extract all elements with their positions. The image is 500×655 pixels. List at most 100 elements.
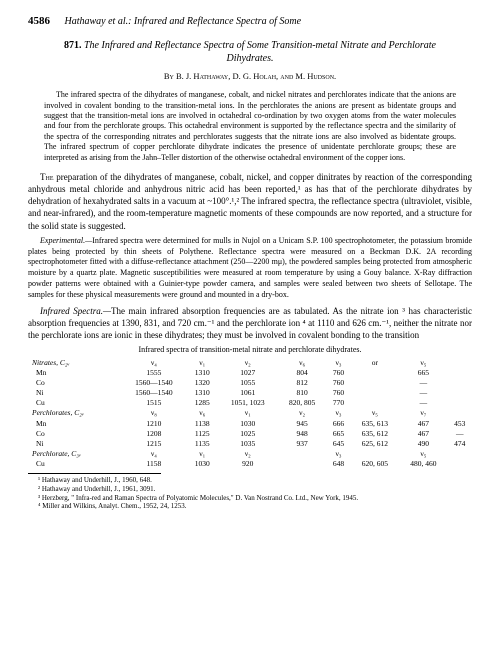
value-cell: 1320 bbox=[187, 378, 217, 388]
authors-line: By B. J. Hathaway, D. G. Holah, and M. H… bbox=[28, 71, 472, 82]
value-cell: 1025 bbox=[218, 429, 278, 439]
value-cell: 467 bbox=[399, 429, 447, 439]
footnote-2: ² Hathaway and Underhill, J., 1961, 3091… bbox=[28, 485, 472, 494]
footnote-4: ⁴ Miller and Wilkins, Analyt. Chem., 195… bbox=[28, 502, 472, 511]
value-cell: 1285 bbox=[187, 398, 217, 408]
value-cell: 1208 bbox=[121, 429, 187, 439]
table-row: Mn155513101027804760665 bbox=[28, 368, 472, 378]
value-cell: 1560—1540 bbox=[121, 378, 187, 388]
hdr: ν₆ bbox=[278, 358, 326, 368]
nitrates-label: Nitrates, C₂ᵥ bbox=[28, 358, 121, 368]
value-cell: 474 bbox=[448, 439, 472, 449]
hdr: ν₃ bbox=[326, 408, 350, 418]
element-cell: Mn bbox=[28, 368, 121, 378]
perchlorate-c3v-header-row: Perchlorate, C₃ᵥ ν₄ ν₁ ν₂ ν₃ ν₅ bbox=[28, 449, 472, 459]
value-cell: 625, 612 bbox=[351, 439, 399, 449]
perchlorate-c3v-label: Perchlorate, C₃ᵥ bbox=[28, 449, 121, 459]
value-cell: 1310 bbox=[187, 368, 217, 378]
element-cell: Ni bbox=[28, 439, 121, 449]
value-cell: 648 bbox=[326, 459, 350, 469]
value-cell bbox=[351, 368, 399, 378]
spectra-table: Nitrates, C₂ᵥ ν₄ ν₁ ν₂ ν₆ ν₃ or ν₅ Mn155… bbox=[28, 358, 472, 469]
value-cell: 1138 bbox=[187, 419, 217, 429]
value-cell: 920 bbox=[218, 459, 278, 469]
value-cell: 937 bbox=[278, 439, 326, 449]
value-cell: 1030 bbox=[187, 459, 217, 469]
body-p1-display: preparation of the dihydrates of mangane… bbox=[28, 172, 472, 231]
article-number: 871. bbox=[64, 40, 82, 51]
value-cell: 1061 bbox=[218, 388, 278, 398]
value-cell: 1515 bbox=[121, 398, 187, 408]
abstract-text: The infrared spectra of the dihydrates o… bbox=[44, 90, 456, 163]
hdr: ν₇ bbox=[399, 408, 447, 418]
value-cell bbox=[351, 388, 399, 398]
value-cell: — bbox=[399, 378, 447, 388]
value-cell: 1125 bbox=[187, 429, 217, 439]
value-cell: 645 bbox=[326, 439, 350, 449]
value-cell: 1210 bbox=[121, 419, 187, 429]
element-cell: Cu bbox=[28, 398, 121, 408]
hdr: ν₃ bbox=[326, 449, 350, 459]
hdr: ν₅ bbox=[351, 408, 399, 418]
value-cell: — bbox=[448, 429, 472, 439]
hdr: ν₄ bbox=[121, 449, 187, 459]
body-p1-text: The bbox=[40, 172, 54, 182]
body-p2-text: Infrared spectra were determined for mul… bbox=[28, 236, 472, 299]
table-row: Mn121011381030945666635, 613467453 bbox=[28, 419, 472, 429]
value-cell: 948 bbox=[278, 429, 326, 439]
value-cell: 1055 bbox=[218, 378, 278, 388]
value-cell: — bbox=[399, 398, 447, 408]
body-paragraph-1: The The preparation of the dihydrates of… bbox=[28, 171, 472, 232]
perchlorates-c2v-body: Mn121011381030945666635, 613467453Co1208… bbox=[28, 419, 472, 449]
article-title-block: 871. The Infrared and Reflectance Spectr… bbox=[48, 39, 452, 65]
article-title: The Infrared and Reflectance Spectra of … bbox=[84, 40, 436, 64]
value-cell: 1215 bbox=[121, 439, 187, 449]
value-cell: 770 bbox=[326, 398, 350, 408]
element-cell: Ni bbox=[28, 388, 121, 398]
table-row: Ni1560—154013101061810760— bbox=[28, 388, 472, 398]
value-cell: 480, 460 bbox=[399, 459, 447, 469]
value-cell: 665 bbox=[399, 368, 447, 378]
table-title: Infrared spectra of transition-metal nit… bbox=[28, 345, 472, 356]
hdr: ν₂ bbox=[218, 358, 278, 368]
value-cell: 945 bbox=[278, 419, 326, 429]
value-cell: 665 bbox=[326, 429, 350, 439]
footnote-3: ³ Herzberg, " Infra-red and Raman Spectr… bbox=[28, 494, 472, 503]
element-cell: Mn bbox=[28, 419, 121, 429]
value-cell: 635, 613 bbox=[351, 419, 399, 429]
value-cell: 1310 bbox=[187, 388, 217, 398]
value-cell: 820, 805 bbox=[278, 398, 326, 408]
hdr: ν₂ bbox=[278, 408, 326, 418]
hdr: ν₅ bbox=[399, 449, 447, 459]
nitrates-body: Mn155513101027804760665Co1560—1540132010… bbox=[28, 368, 472, 409]
table-row: Co120811251025948665635, 612467— bbox=[28, 429, 472, 439]
hdr: ν₆ bbox=[187, 408, 217, 418]
value-cell: 1158 bbox=[121, 459, 187, 469]
value-cell: 804 bbox=[278, 368, 326, 378]
value-cell: 635, 612 bbox=[351, 429, 399, 439]
element-cell: Co bbox=[28, 429, 121, 439]
hdr: ν₁ bbox=[218, 408, 278, 418]
value-cell: 620, 605 bbox=[351, 459, 399, 469]
table-row: Ni121511351035937645625, 612490474 bbox=[28, 439, 472, 449]
perchlorates-c2v-header-row: Perchlorates, C₂ᵥ ν₈ ν₆ ν₁ ν₂ ν₃ ν₅ ν₇ bbox=[28, 408, 472, 418]
page-number: 4586 bbox=[28, 15, 50, 27]
running-title: Hathaway et al.: Infrared and Reflectanc… bbox=[65, 16, 302, 27]
value-cell bbox=[351, 398, 399, 408]
value-cell: 1555 bbox=[121, 368, 187, 378]
hdr: or bbox=[351, 358, 399, 368]
element-cell: Co bbox=[28, 378, 121, 388]
abstract-block: The infrared spectra of the dihydrates o… bbox=[44, 90, 456, 163]
value-cell: 490 bbox=[399, 439, 447, 449]
experimental-label: Experimental.— bbox=[40, 236, 92, 245]
hdr: ν₃ bbox=[326, 358, 350, 368]
hdr: ν₁ bbox=[187, 358, 217, 368]
perchlorate-c3v-body: Cu11581030920648620, 605480, 460 bbox=[28, 459, 472, 469]
value-cell: 810 bbox=[278, 388, 326, 398]
value-cell: 1135 bbox=[187, 439, 217, 449]
body-paragraph-2: Experimental.—Infrared spectra were dete… bbox=[28, 236, 472, 301]
footnote-1: ¹ Hathaway and Underhill, J., 1960, 648. bbox=[28, 476, 472, 485]
value-cell: 1027 bbox=[218, 368, 278, 378]
running-header: 4586 Hathaway et al.: Infrared and Refle… bbox=[28, 14, 472, 29]
hdr: ν₈ bbox=[121, 408, 187, 418]
